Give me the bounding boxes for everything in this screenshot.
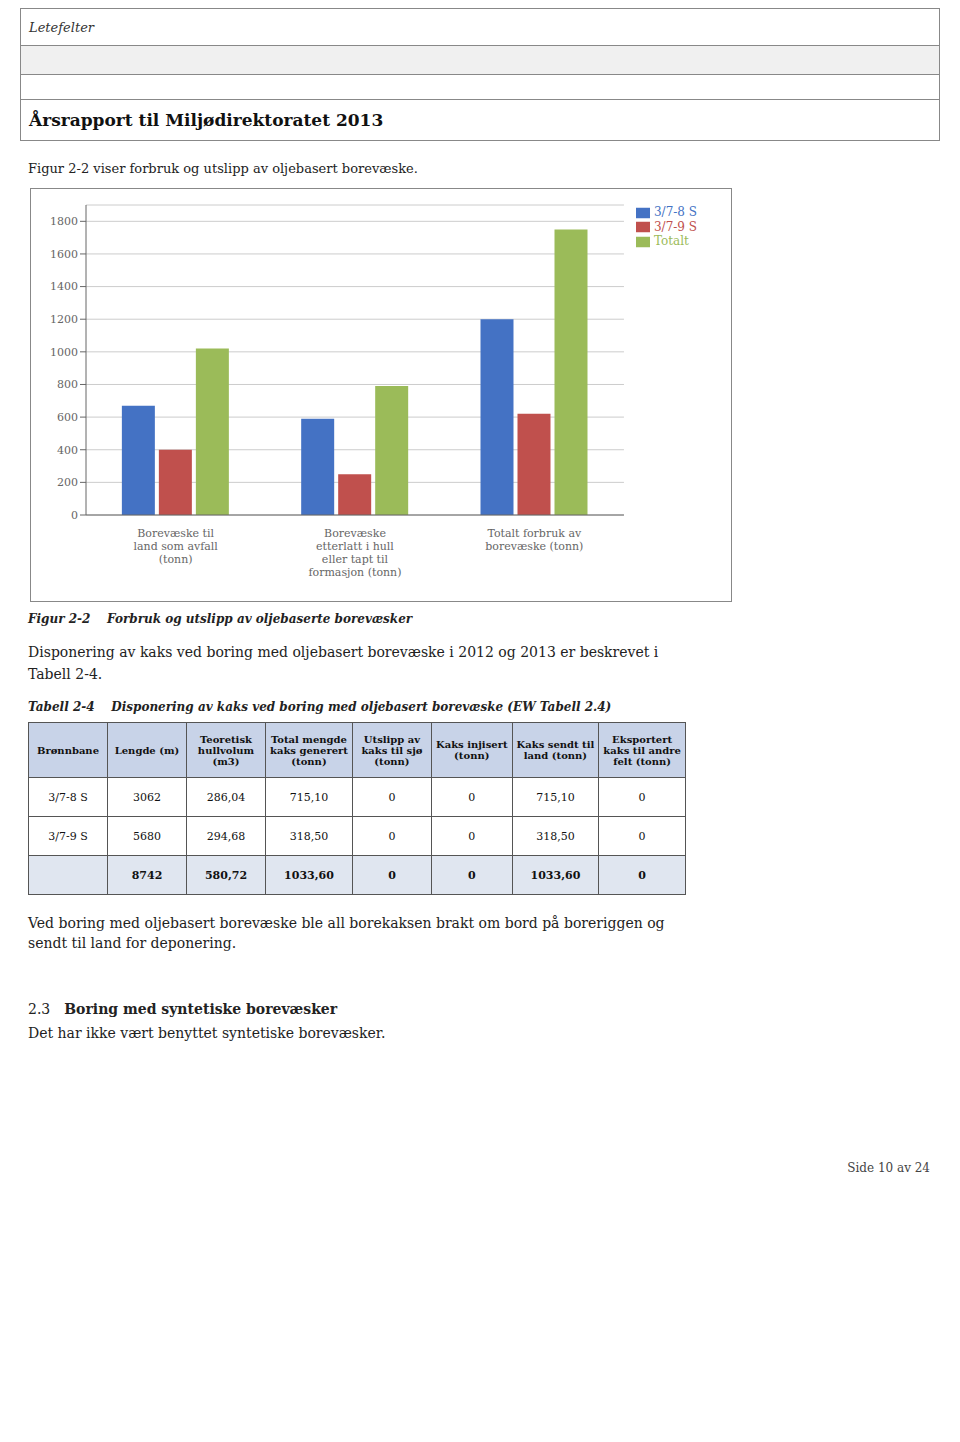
html-text:318,50: 318,50 (536, 829, 575, 843)
html-text:Figur 2-2 Forbruk og utslipp a: Figur 2-2 Forbruk og utslipp av oljebase… (28, 612, 413, 626)
html-text:Utslipp av kaks til sjø (tonn): Utslipp av kaks til sjø (tonn) (361, 733, 423, 767)
html-text:Kaks sendt til land (tonn): Kaks sendt til land (tonn) (516, 739, 595, 761)
html-text:0: 0 (468, 829, 476, 843)
html-text:Disponering av kaks ved boring: Disponering av kaks ved boring med oljeb… (28, 644, 659, 660)
html-text:0: 0 (467, 868, 476, 882)
html-text:715,10: 715,10 (536, 790, 575, 804)
svg-text:1600: 1600 (50, 248, 78, 261)
svg-text:1000: 1000 (50, 346, 78, 359)
svg-text:200: 200 (57, 476, 78, 489)
html-text:5680: 5680 (133, 829, 161, 843)
html-text:Figur 2-2 viser forbruk og uts: Figur 2-2 viser forbruk og utslipp av ol… (28, 161, 418, 176)
html-text:Årsrapport til Miljødirektorat: Årsrapport til Miljødirektoratet 2013 (29, 110, 384, 130)
svg-text:600: 600 (57, 411, 78, 424)
svg-text:800: 800 (57, 378, 78, 391)
html-text:Tabell 2-4.: Tabell 2-4. (28, 666, 103, 682)
html-text:Tabell 2-4 Disponering av kaks: Tabell 2-4 Disponering av kaks ved borin… (28, 700, 612, 714)
svg-text:Borevæske tilland som avfall(t: Borevæske tilland som avfall(tonn) (133, 527, 218, 566)
html-text:Lengde (m): Lengde (m) (114, 744, 180, 756)
html-text:Total mengde kaks generert (to: Total mengde kaks generert (tonn) (270, 733, 348, 767)
html-text:Teoretisk hullvolum (m3): Teoretisk hullvolum (m3) (197, 733, 255, 767)
html-text:3/7-9 S: 3/7-9 S (48, 829, 88, 843)
html-text:0: 0 (638, 790, 646, 804)
html-text:0: 0 (388, 868, 396, 882)
html-text:Totalt: Totalt (654, 234, 689, 248)
svg-text:400: 400 (57, 444, 78, 457)
html-text:3062: 3062 (133, 790, 161, 804)
svg-text:1800: 1800 (50, 215, 78, 228)
html-text:Boring med syntetiske borevæsk: Boring med syntetiske borevæsker (64, 1001, 338, 1017)
html-text:Det har ikke vært benyttet syn: Det har ikke vært benyttet syntetiske bo… (28, 1025, 386, 1041)
html-text:1033,60: 1033,60 (284, 868, 334, 882)
html-text:3/7-8 S: 3/7-8 S (654, 205, 697, 219)
html-text:318,50: 318,50 (289, 829, 329, 843)
html-text:1033,60: 1033,60 (530, 868, 581, 882)
html-text:286,04: 286,04 (206, 790, 246, 804)
html-text:Eksportert kaks til andre felt: Eksportert kaks til andre felt (tonn) (603, 733, 681, 767)
html-text:580,72: 580,72 (204, 868, 247, 882)
html-text:0: 0 (388, 790, 396, 804)
html-text:8742: 8742 (131, 868, 163, 882)
svg-text:Totalt forbruk avborevæske (to: Totalt forbruk avborevæske (tonn) (485, 527, 583, 553)
html-text:Brønnbane: Brønnbane (37, 744, 99, 756)
svg-text:1400: 1400 (50, 280, 78, 293)
html-text:715,10: 715,10 (289, 790, 329, 804)
html-text:sendt til land for deponering.: sendt til land for deponering. (28, 935, 237, 951)
html-text:3/7-9 S: 3/7-9 S (654, 219, 697, 234)
html-text:0: 0 (388, 829, 396, 843)
html-text:Letefelter: Letefelter (29, 19, 94, 35)
html-text:3/7-8 S: 3/7-8 S (48, 790, 88, 804)
html-text:294,68: 294,68 (206, 829, 246, 843)
svg-text:Borevæskeetterlatt i hulleller: Borevæskeetterlatt i hulleller tapt tilf… (308, 527, 401, 579)
html-text:0: 0 (638, 829, 646, 843)
html-text:Side 10 av 24: Side 10 av 24 (847, 1161, 930, 1175)
html-text:Ved boring med oljebasert bore: Ved boring med oljebasert borevæske ble … (28, 915, 665, 931)
svg-text:0: 0 (71, 509, 78, 522)
html-text:Kaks injisert (tonn): Kaks injisert (tonn) (436, 739, 508, 761)
html-text:2.3: 2.3 (28, 1001, 51, 1017)
svg-text:1200: 1200 (50, 313, 78, 326)
html-text:0: 0 (638, 868, 646, 882)
html-text:0: 0 (468, 790, 476, 804)
